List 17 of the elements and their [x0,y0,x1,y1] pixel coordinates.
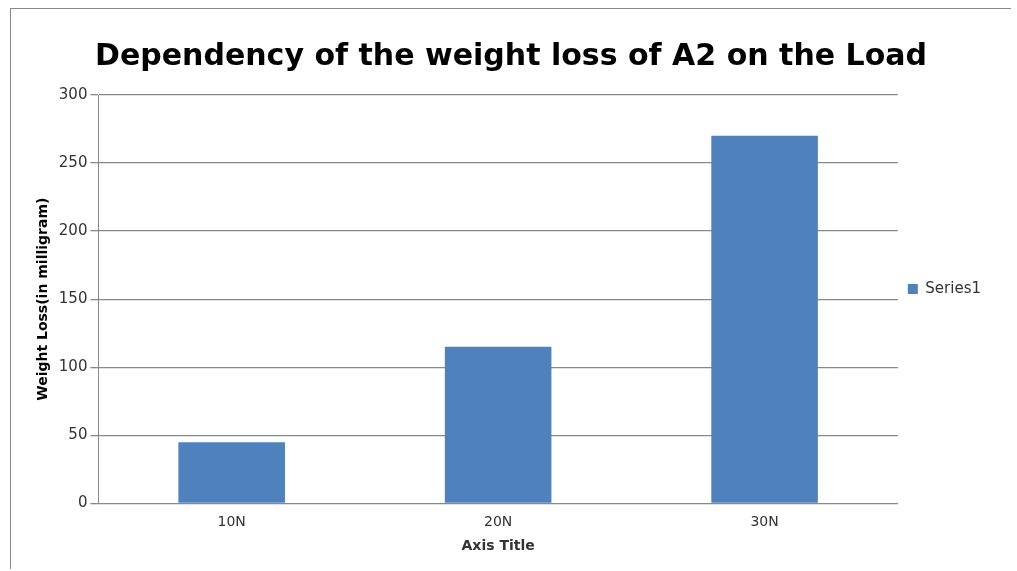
x-tick-label: 10N [217,513,246,530]
x-tick-label: 20N [483,513,513,530]
y-tick-label: 150 [58,289,88,308]
y-tick-label: 300 [58,84,88,103]
legend-label: Series1 [925,278,981,297]
y-tick-label: 0 [77,493,88,512]
bar [711,135,818,503]
y-tick-label: 50 [68,425,88,444]
y-tick-label: 200 [58,221,88,240]
y-tick-label: 250 [58,152,88,171]
y-tick-label: 100 [58,357,88,376]
chart-title: Dependency of the weight loss of A2 on the Load [95,36,927,72]
bar [444,346,552,503]
y-axis-title: Weight Loss(in milligram) [34,197,51,401]
x-axis-title: Axis Title [461,537,535,554]
bar [178,442,285,503]
x-tick-label: 30N [750,513,779,530]
